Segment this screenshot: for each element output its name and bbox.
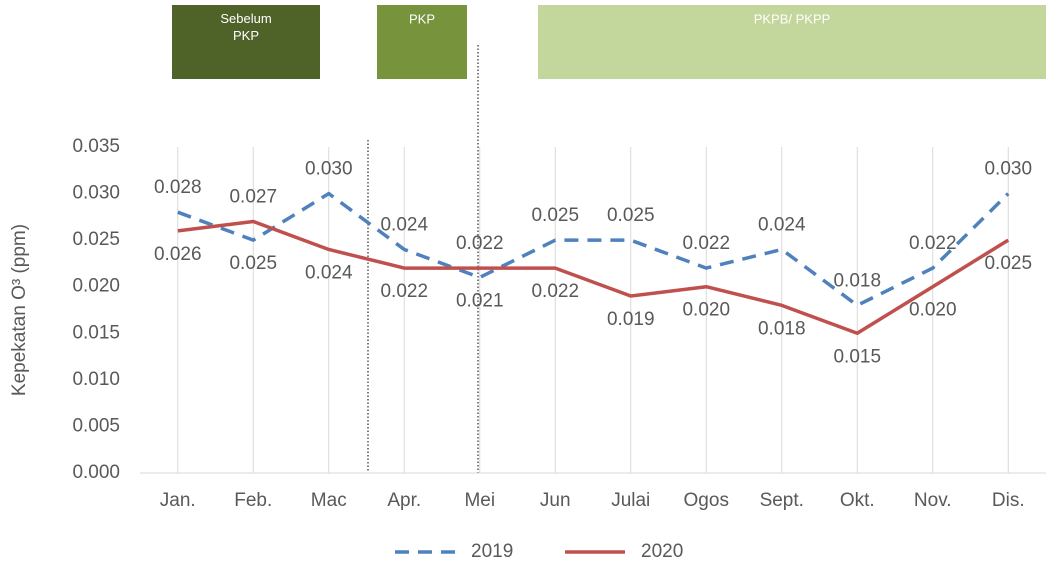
y-tick-label: 0.005 xyxy=(72,415,120,436)
data-label: 0.025 xyxy=(984,253,1032,274)
series-line xyxy=(177,191,1010,308)
y-tick-label: 0.010 xyxy=(72,369,120,390)
x-tick-label: Jan. xyxy=(160,490,196,511)
data-label: 0.026 xyxy=(154,244,202,265)
data-label: 0.025 xyxy=(607,205,655,226)
x-tick-label: Mac xyxy=(311,490,347,511)
data-label: 0.022 xyxy=(380,281,428,302)
data-label: 0.020 xyxy=(682,300,730,321)
x-tick-label: Apr. xyxy=(387,490,421,511)
data-label: 0.024 xyxy=(758,214,806,235)
y-tick-label: 0.035 xyxy=(72,136,120,157)
x-tick-label: Dis. xyxy=(992,490,1025,511)
data-label: 0.028 xyxy=(154,177,202,198)
y-tick-label: 0.000 xyxy=(72,462,120,483)
x-tick-label: Jun xyxy=(540,490,571,511)
y-tick-label: 0.030 xyxy=(72,183,120,204)
period-label: PKP xyxy=(409,11,435,26)
data-label: 0.024 xyxy=(305,262,353,283)
data-label: 0.027 xyxy=(229,187,277,208)
y-tick-label: 0.015 xyxy=(72,322,120,343)
data-label: 0.019 xyxy=(607,309,655,330)
data-label: 0.022 xyxy=(531,281,579,302)
x-tick-label: Okt. xyxy=(840,490,875,511)
data-label: 0.020 xyxy=(909,300,957,321)
x-tick-label: Nov. xyxy=(914,490,952,511)
legend-label: 2019 xyxy=(471,541,513,562)
data-label: 0.018 xyxy=(833,270,881,291)
period-label: PKPB/ PKPP xyxy=(754,11,831,26)
x-tick-label: Sept. xyxy=(760,490,804,511)
y-tick-label: 0.020 xyxy=(72,276,120,297)
data-label: 0.030 xyxy=(305,159,353,180)
period-label: Sebelum PKP xyxy=(220,11,271,43)
y-axis-label: Kepekatan O³ (ppm) xyxy=(9,224,30,396)
x-tick-label: Mei xyxy=(464,490,495,511)
data-label: 0.022 xyxy=(909,233,957,254)
data-label: 0.025 xyxy=(531,205,579,226)
x-tick-label: Ogos xyxy=(684,490,729,511)
x-tick-label: Feb. xyxy=(234,490,272,511)
x-tick-label: Julai xyxy=(611,490,650,511)
y-tick-label: 0.025 xyxy=(72,229,120,250)
period-box xyxy=(377,5,467,79)
data-label: 0.022 xyxy=(456,233,504,254)
period-box xyxy=(172,5,320,79)
legend-label: 2020 xyxy=(641,541,683,562)
data-label: 0.015 xyxy=(833,346,881,367)
data-label: 0.030 xyxy=(984,159,1032,180)
period-box xyxy=(538,5,1046,79)
data-label: 0.024 xyxy=(380,214,428,235)
data-label: 0.021 xyxy=(456,290,504,311)
series-line xyxy=(177,219,1010,336)
data-label: 0.018 xyxy=(758,318,806,339)
data-label: 0.022 xyxy=(682,233,730,254)
data-label: 0.025 xyxy=(229,253,277,274)
